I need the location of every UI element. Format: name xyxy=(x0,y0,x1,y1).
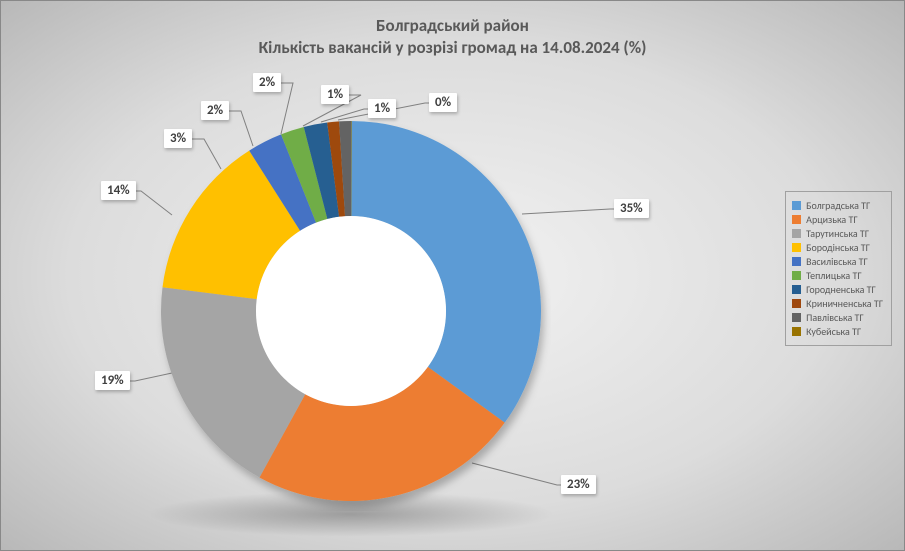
legend-swatch xyxy=(792,285,801,294)
data-label: 2% xyxy=(253,73,281,92)
donut-chart xyxy=(151,111,551,511)
data-label: 14% xyxy=(101,181,136,200)
legend-item: Городненська ТГ xyxy=(792,283,883,296)
legend-label: Теплицька ТГ xyxy=(806,269,862,282)
data-label: 0% xyxy=(429,93,457,112)
legend-swatch xyxy=(792,201,801,210)
legend-item: Василівська ТГ xyxy=(792,255,883,268)
legend-swatch xyxy=(792,327,801,336)
legend-swatch xyxy=(792,243,801,252)
legend-label: Городненська ТГ xyxy=(806,283,876,296)
legend-item: Бородінська ТГ xyxy=(792,241,883,254)
legend-label: Арцизька ТГ xyxy=(806,213,858,226)
legend-label: Кубейська ТГ xyxy=(806,325,861,338)
legend-item: Теплицька ТГ xyxy=(792,269,883,282)
legend-item: Криничненська ТГ xyxy=(792,297,883,310)
data-label: 35% xyxy=(614,199,649,218)
legend-swatch xyxy=(792,299,801,308)
legend-item: Тарутинська ТГ xyxy=(792,227,883,240)
chart-container: Болградський район Кількість вакансій у … xyxy=(0,0,905,551)
legend-item: Арцизька ТГ xyxy=(792,213,883,226)
legend-item: Кубейська ТГ xyxy=(792,325,883,338)
data-label: 2% xyxy=(201,101,229,120)
legend: Болградська ТГАрцизька ТГТарутинська ТГБ… xyxy=(785,191,892,346)
legend-label: Бородінська ТГ xyxy=(806,241,870,254)
legend-swatch xyxy=(792,271,801,280)
legend-swatch xyxy=(792,229,801,238)
legend-item: Болградська ТГ xyxy=(792,199,883,212)
legend-label: Криничненська ТГ xyxy=(806,297,883,310)
data-label: 23% xyxy=(561,475,596,494)
data-label: 19% xyxy=(95,371,130,390)
legend-swatch xyxy=(792,313,801,322)
data-label: 1% xyxy=(321,85,349,104)
data-label: 1% xyxy=(368,99,396,118)
donut-hole xyxy=(256,216,446,406)
legend-label: Болградська ТГ xyxy=(806,199,870,212)
legend-label: Тарутинська ТГ xyxy=(806,227,869,240)
data-label: 3% xyxy=(164,129,192,148)
legend-label: Василівська ТГ xyxy=(806,255,868,268)
legend-swatch xyxy=(792,257,801,266)
legend-label: Павлівська ТГ xyxy=(806,311,864,324)
legend-swatch xyxy=(792,215,801,224)
legend-item: Павлівська ТГ xyxy=(792,311,883,324)
